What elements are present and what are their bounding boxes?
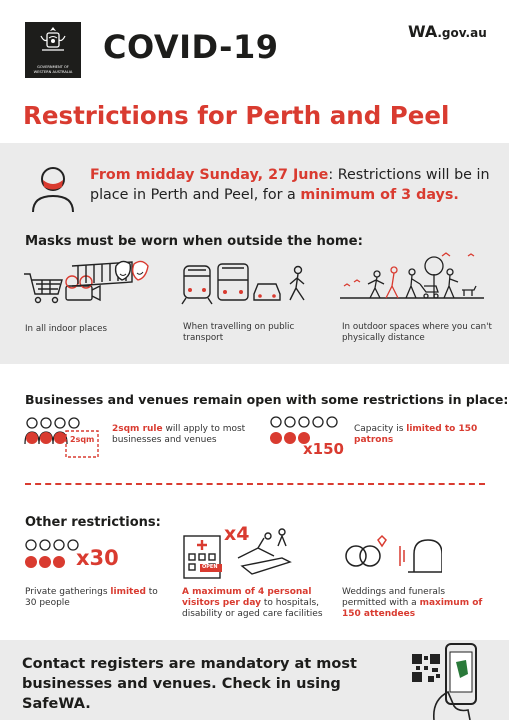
footer-panel: Contact registers are mandatory at most … bbox=[0, 640, 509, 720]
wa-logo-main: WA bbox=[408, 22, 438, 41]
visitors-text: A maximum of 4 personal visitors per day… bbox=[182, 587, 332, 620]
transport-icon bbox=[181, 263, 305, 305]
outdoor-people-icon bbox=[340, 252, 484, 299]
mask-caption-transport: When travelling on public transport bbox=[183, 322, 295, 343]
footer-text: Contact registers are mandatory at most … bbox=[22, 656, 357, 712]
safewa-qr-phone-icon bbox=[412, 643, 477, 720]
visitors-multiplier: x4 bbox=[224, 523, 250, 545]
page-title: COVID-19 bbox=[103, 28, 279, 66]
announcement-duration: minimum of 3 days. bbox=[300, 187, 459, 203]
crest-icon bbox=[40, 27, 66, 51]
gatherings-bold: limited bbox=[110, 587, 146, 597]
mask-caption-indoor: In all indoor places bbox=[25, 324, 108, 334]
sqm-rule-bold: 2sqm rule bbox=[112, 424, 163, 434]
section-divider bbox=[25, 483, 485, 485]
sqm-rule-rest: will apply to most businesses and venues bbox=[112, 424, 246, 445]
masked-person-icon bbox=[32, 167, 74, 213]
shopping-cart-theatre-icon bbox=[24, 260, 149, 304]
masks-icons bbox=[24, 252, 484, 305]
weddings-bold: maximum of 150 attendees bbox=[342, 598, 483, 619]
capacity-people-icon bbox=[270, 416, 338, 444]
sqm-rule-text: 2sqm rule will apply to most businesses … bbox=[112, 424, 262, 446]
businesses-heading: Businesses and venues remain open with s… bbox=[25, 392, 509, 407]
weddings-text: Weddings and funerals permitted with a m… bbox=[342, 587, 492, 620]
government-line1: GOVERNMENT OF bbox=[37, 65, 69, 70]
wa-logo-suffix: .gov.au bbox=[437, 26, 487, 40]
wedding-funeral-icon bbox=[345, 534, 442, 573]
capacity-multiplier: x150 bbox=[303, 440, 344, 458]
hospital-visitors-icon bbox=[183, 528, 292, 579]
government-logo: GOVERNMENT OF WESTERN AUSTRALIA bbox=[25, 22, 81, 78]
visitors-rest: to hospitals, disability or aged care fa… bbox=[182, 598, 323, 619]
announcement-text: From midday Sunday, 27 June: Restriction… bbox=[90, 165, 490, 205]
header: GOVERNMENT OF WESTERN AUSTRALIA COVID-19… bbox=[0, 0, 509, 92]
subtitle: Restrictions for Perth and Peel bbox=[23, 101, 450, 130]
weddings-start: Weddings and funerals permitted with a bbox=[342, 587, 446, 608]
gatherings-start: Private gatherings bbox=[25, 587, 111, 597]
government-line2: WESTERN AUSTRALIA bbox=[33, 69, 73, 74]
visitors-bold: A maximum of 4 personal visitors per day bbox=[182, 587, 312, 608]
gatherings-end: to 30 people bbox=[25, 587, 158, 608]
other-heading: Other restrictions: bbox=[25, 515, 161, 530]
masks-heading: Masks must be worn when outside the home… bbox=[25, 234, 363, 249]
mask-caption-outdoor: In outdoor spaces where you can't physic… bbox=[342, 322, 492, 343]
masks-panel bbox=[0, 143, 509, 364]
announcement-middle: : Restrictions will be in place in Perth… bbox=[90, 167, 490, 203]
gathering-people-icon bbox=[25, 539, 79, 568]
capacity-start: Capacity is bbox=[354, 424, 407, 434]
sqm-label: 2sqm bbox=[70, 435, 95, 444]
announcement-date: From midday Sunday, 27 June bbox=[90, 167, 329, 183]
gatherings-multiplier: x30 bbox=[76, 546, 119, 570]
gatherings-text: Private gatherings limited to 30 people bbox=[25, 587, 165, 609]
wa-gov-logo: WA.gov.au bbox=[408, 22, 487, 41]
capacity-text: Capacity is limited to 150 patrons bbox=[354, 424, 494, 446]
open-sign: OPEN bbox=[202, 564, 218, 570]
capacity-bold: limited to 150 patrons bbox=[354, 424, 478, 445]
sqm-people-icon bbox=[24, 417, 99, 458]
